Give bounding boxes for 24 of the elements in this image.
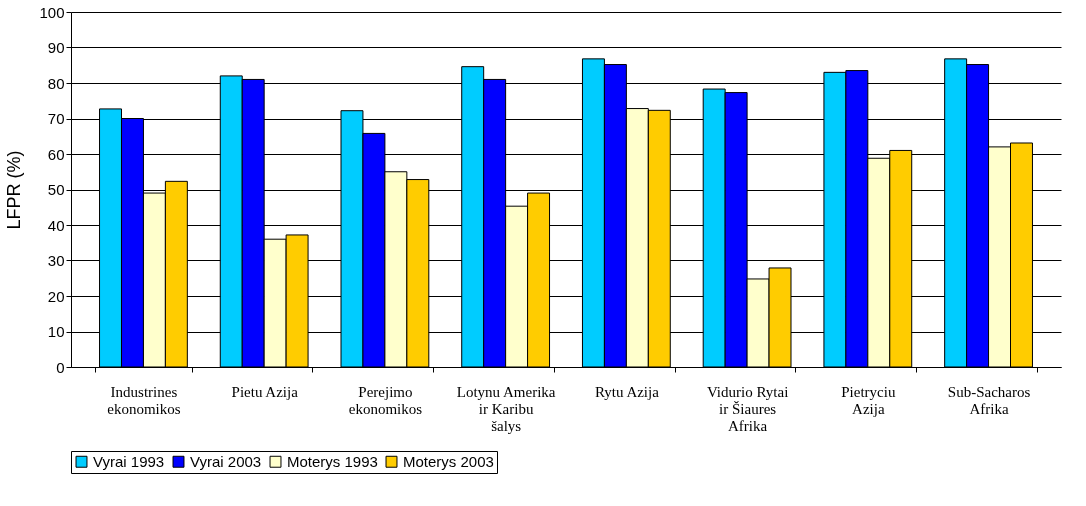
x-tick-label: Lotynu Amerika ir Karibu šalys (456, 383, 556, 434)
x-tick-label: Pietu Azija (231, 383, 299, 400)
x-tick-label: Rytu Azija (594, 383, 660, 400)
y-tick-label: 90 (47, 39, 65, 56)
x-tick-label: Perejimo ekonomikos (348, 383, 423, 417)
x-tick-label: Industrines ekonomikos (107, 383, 181, 417)
legend-label: Moterys 1993 (287, 452, 378, 470)
y-tick-label: 60 (47, 145, 65, 163)
legend-label: Vyrai 2003 (190, 452, 262, 470)
y-tick-label: 80 (47, 74, 65, 92)
legend-label: Moterys 2003 (403, 452, 494, 470)
y-tick-label: 30 (47, 252, 65, 269)
y-tick-label: 0 (56, 358, 65, 376)
y-axis-title: LFPR (%) (4, 150, 25, 230)
legend-label: Vyrai 1993 (93, 452, 165, 470)
x-tick-label: Sub-Sacharos Afrika (947, 383, 1031, 417)
y-tick-label: 40 (47, 216, 65, 234)
y-tick-label: 50 (47, 181, 65, 198)
y-tick-label: 100 (39, 3, 65, 21)
x-tick-label: Vidurio Rytai ir Šiaures Afrika (706, 383, 789, 434)
y-tick-label: 10 (47, 323, 65, 340)
y-tick-label: 20 (47, 287, 65, 305)
x-tick-label: Pietryciu Azija (841, 383, 896, 417)
y-tick-label: 70 (47, 110, 65, 127)
